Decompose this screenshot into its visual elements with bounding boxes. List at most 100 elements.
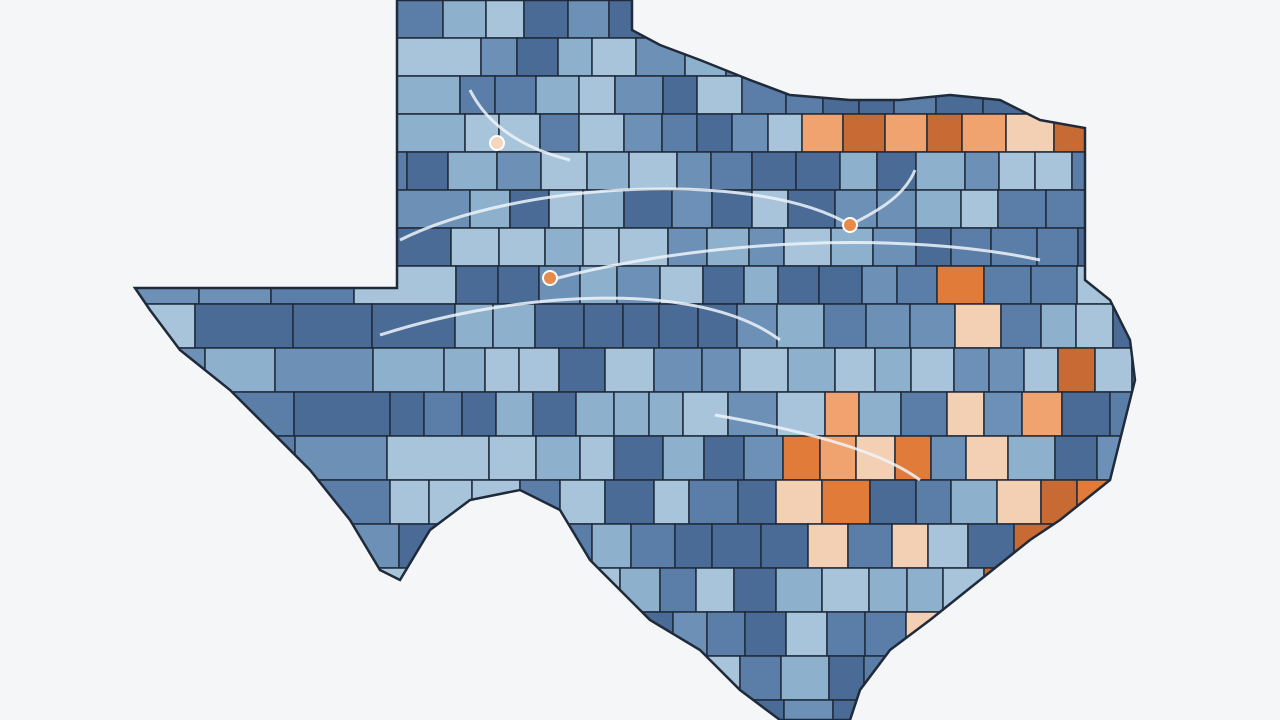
county <box>702 265 745 305</box>
county <box>909 303 956 349</box>
flow-line <box>849 169 917 227</box>
county <box>671 189 713 229</box>
county <box>776 303 825 349</box>
county <box>622 303 660 349</box>
flow-lines <box>379 89 1041 482</box>
county <box>1023 347 1059 393</box>
county <box>711 523 762 569</box>
county <box>695 567 735 613</box>
county <box>896 265 938 305</box>
county <box>782 435 821 481</box>
county <box>480 37 518 77</box>
county <box>539 113 580 153</box>
county <box>447 151 498 191</box>
county <box>498 227 546 267</box>
county <box>674 523 713 569</box>
county <box>497 265 540 305</box>
county <box>535 435 581 481</box>
county <box>659 567 697 613</box>
county <box>998 151 1036 191</box>
county <box>733 567 777 613</box>
county <box>509 189 550 229</box>
county <box>662 75 698 115</box>
county <box>988 347 1025 393</box>
county <box>737 479 777 525</box>
county <box>777 265 820 305</box>
county <box>869 479 917 525</box>
county <box>751 151 797 191</box>
hotspot <box>842 217 858 233</box>
county <box>582 189 625 229</box>
county <box>682 391 729 437</box>
county <box>858 391 902 437</box>
county <box>950 479 998 525</box>
county <box>676 151 712 191</box>
county <box>557 37 593 77</box>
state-outline <box>132 0 1137 720</box>
county <box>767 113 803 153</box>
county <box>518 347 560 393</box>
county <box>900 391 948 437</box>
county <box>488 435 537 481</box>
county <box>954 303 1002 349</box>
county <box>760 523 809 569</box>
county <box>293 391 391 437</box>
county <box>1094 347 1133 393</box>
county <box>884 113 928 153</box>
county <box>990 227 1038 267</box>
county <box>775 567 823 613</box>
county <box>614 75 664 115</box>
county <box>450 227 500 267</box>
county <box>558 347 606 393</box>
county <box>783 227 832 267</box>
county <box>459 75 496 115</box>
county <box>496 151 542 191</box>
county <box>865 303 911 349</box>
county <box>559 479 606 525</box>
county <box>372 347 445 393</box>
county <box>826 611 866 657</box>
county <box>696 75 743 115</box>
county <box>926 113 963 153</box>
county <box>1054 435 1098 481</box>
county <box>711 189 753 229</box>
county <box>823 303 867 349</box>
county <box>842 113 886 153</box>
flow-line <box>379 296 781 342</box>
county <box>965 435 1009 481</box>
county <box>997 189 1047 229</box>
county <box>785 611 828 657</box>
county <box>964 151 1000 191</box>
county <box>653 347 703 393</box>
county <box>658 303 699 349</box>
county <box>787 347 836 393</box>
county <box>891 523 929 569</box>
county <box>1040 303 1077 349</box>
county <box>996 479 1042 525</box>
county <box>906 567 944 613</box>
county <box>936 265 985 305</box>
county <box>876 151 917 191</box>
county <box>872 227 917 267</box>
county <box>960 189 999 229</box>
county <box>696 113 733 153</box>
county <box>578 113 625 153</box>
county <box>834 347 876 393</box>
county <box>953 347 990 393</box>
county <box>667 227 708 267</box>
county <box>1057 347 1096 393</box>
county <box>915 227 952 267</box>
county <box>847 523 893 569</box>
county <box>1007 435 1056 481</box>
county <box>1000 303 1042 349</box>
county <box>1030 265 1078 305</box>
county <box>783 699 834 720</box>
county <box>688 479 739 525</box>
county <box>1045 189 1087 229</box>
county <box>292 303 373 349</box>
county <box>710 151 753 191</box>
county <box>659 265 704 305</box>
county <box>910 347 955 393</box>
county <box>591 523 632 569</box>
